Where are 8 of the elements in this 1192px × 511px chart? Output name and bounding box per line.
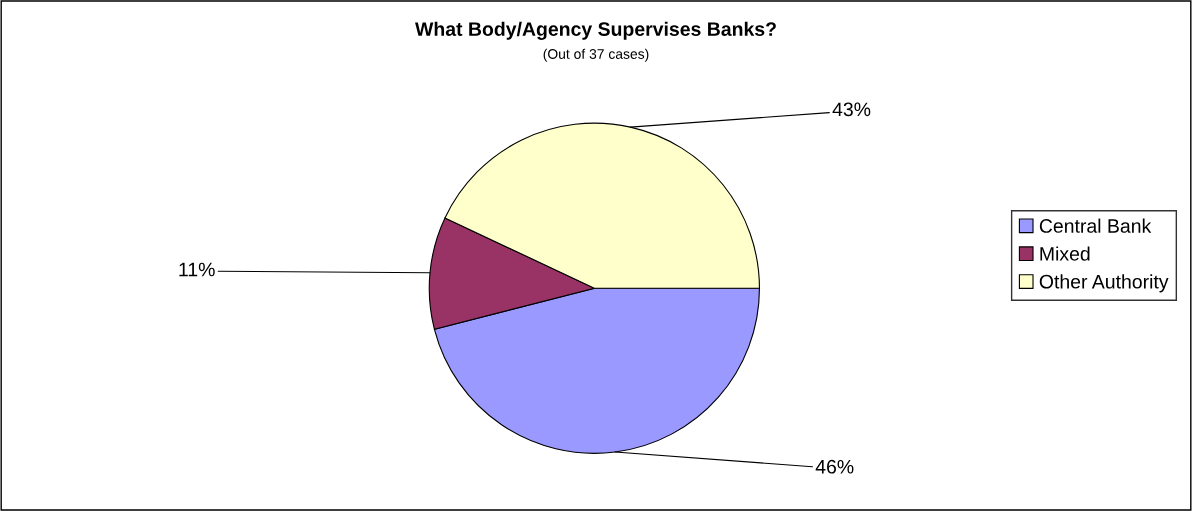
legend-label: Other Authority [1039,274,1169,293]
data-label: 43% [832,102,871,117]
chart-title: What Body/Agency Supervises Banks? [415,21,776,40]
chart-subtitle: (Out of 37 cases) [543,48,649,62]
data-label: 11% [179,262,215,277]
legend-label: Mixed [1040,246,1090,261]
data-label: 46% [815,459,854,474]
legend-label: Central Bank [1039,218,1152,233]
